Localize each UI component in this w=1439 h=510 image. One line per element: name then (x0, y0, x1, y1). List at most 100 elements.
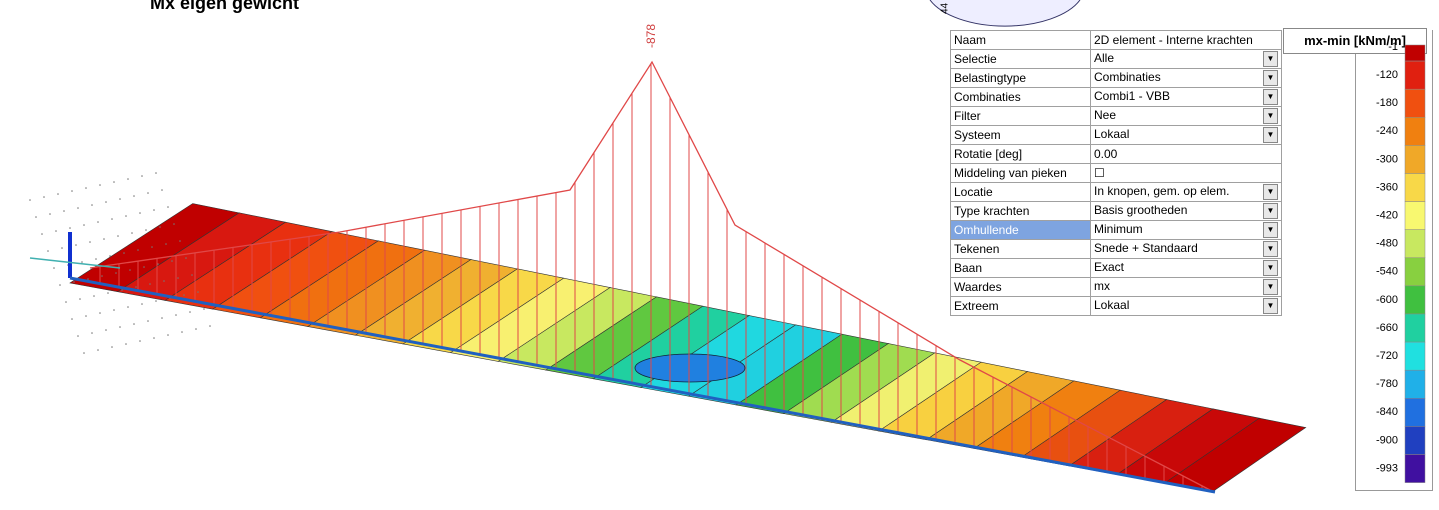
grid-dot (59, 284, 61, 286)
view-title: Mx eigen gewicht (150, 0, 299, 13)
property-row[interactable]: Combinaties▼Combi1 - VBB (951, 88, 1282, 107)
grid-dot (181, 331, 183, 333)
grid-dot (137, 249, 139, 251)
property-row[interactable]: Systeem▼Lokaal (951, 126, 1282, 145)
property-value[interactable]: ▼ In knopen, gem. op elem. (1091, 183, 1282, 202)
property-row[interactable]: Locatie▼In knopen, gem. op elem. (951, 183, 1282, 202)
dropdown-button[interactable]: ▼ (1263, 260, 1278, 276)
grid-dot (163, 280, 165, 282)
property-value[interactable]: ☐ (1091, 164, 1282, 183)
grid-dot (83, 352, 85, 354)
grid-dot (197, 291, 199, 293)
cell-text: Type krachten (954, 204, 1029, 218)
property-value[interactable]: ▼Basis grootheden (1091, 202, 1282, 221)
dropdown-button[interactable]: ▼ (1263, 51, 1278, 67)
dropdown-button[interactable]: ▼ (1263, 241, 1278, 257)
cell-text: 0.00 (1094, 147, 1117, 161)
grid-dot (109, 255, 111, 257)
grid-dot (167, 206, 169, 208)
legend-box (1355, 30, 1433, 491)
property-value[interactable]: 2D element - Interne krachten (1091, 31, 1282, 50)
property-value[interactable]: ▼Combinaties (1091, 69, 1282, 88)
grid-dot (125, 343, 127, 345)
grid-dot (171, 260, 173, 262)
dropdown-button[interactable]: ▼ (1263, 222, 1278, 238)
grid-dot (139, 340, 141, 342)
property-row[interactable]: Filter▼Nee (951, 107, 1282, 126)
property-row[interactable]: Omhullende▼Minimum (951, 221, 1282, 240)
dropdown-button[interactable]: ▼ (1263, 298, 1278, 314)
grid-dot (57, 193, 59, 195)
cell-text: Minimum (1094, 222, 1143, 236)
property-row[interactable]: Selectie▼Alle (951, 50, 1282, 69)
property-value[interactable]: ▼Alle (1091, 50, 1282, 69)
grid-dot (127, 178, 129, 180)
grid-dot (129, 269, 131, 271)
property-row[interactable]: Belastingtype▼Combinaties (951, 69, 1282, 88)
grid-dot (73, 281, 75, 283)
grid-dot (93, 295, 95, 297)
property-value[interactable]: 0.00 (1091, 145, 1282, 164)
cell-text: Rotatie [deg] (954, 147, 1022, 161)
dropdown-button[interactable]: ▼ (1263, 108, 1278, 124)
grid-dot (55, 230, 57, 232)
cell-text: In knopen, gem. op elem. (1094, 184, 1229, 198)
checkbox[interactable]: ☐ (1094, 166, 1105, 180)
grid-dot (155, 300, 157, 302)
legend-title: mx-min [kNm/m] (1283, 28, 1427, 54)
grid-dot (179, 240, 181, 242)
dropdown-button[interactable]: ▼ (1263, 70, 1278, 86)
cell-text: Snede + Standaard (1094, 241, 1198, 255)
grid-dot (177, 277, 179, 279)
grid-dot (53, 267, 55, 269)
grid-dot (85, 315, 87, 317)
dropdown-button[interactable]: ▼ (1263, 184, 1278, 200)
grid-dot (159, 226, 161, 228)
property-row[interactable]: Extreem ▼Lokaal (951, 297, 1282, 316)
cell-text: Lokaal (1094, 127, 1129, 141)
dropdown-button[interactable]: ▼ (1263, 279, 1278, 295)
cell-text: Middeling van pieken (954, 166, 1067, 180)
grid-dot (103, 238, 105, 240)
grid-dot (99, 312, 101, 314)
property-value[interactable]: ▼mx (1091, 278, 1282, 297)
property-row[interactable]: Tekenen▼Snede + Standaard (951, 240, 1282, 259)
grid-dot (113, 309, 115, 311)
property-value[interactable]: ▼Nee (1091, 107, 1282, 126)
property-value[interactable]: ▼ Snede + Standaard (1091, 240, 1282, 259)
cell-text: Waardes (954, 280, 1002, 294)
grid-dot (165, 243, 167, 245)
property-value[interactable]: ▼Lokaal (1091, 297, 1282, 316)
grid-dot (91, 332, 93, 334)
property-row[interactable]: Baan ▼Exact (951, 259, 1282, 278)
grid-dot (183, 294, 185, 296)
property-value[interactable]: ▼ Lokaal (1091, 126, 1282, 145)
property-value[interactable]: ▼ Minimum (1091, 221, 1282, 240)
grid-dot (105, 201, 107, 203)
dropdown-button[interactable]: ▼ (1263, 127, 1278, 143)
grid-dot (111, 218, 113, 220)
property-row[interactable]: Type krachten ▼Basis grootheden (951, 202, 1282, 221)
grid-dot (153, 337, 155, 339)
property-value[interactable]: ▼Exact (1091, 259, 1282, 278)
grid-dot (71, 190, 73, 192)
property-row[interactable]: Waardes ▼mx (951, 278, 1282, 297)
cell-text: Baan (954, 261, 982, 275)
grid-dot (189, 311, 191, 313)
grid-dot (167, 334, 169, 336)
grid-dot (203, 308, 205, 310)
property-value[interactable]: ▼Combi1 - VBB (1091, 88, 1282, 107)
property-row[interactable]: Rotatie [deg] 0.00 (951, 145, 1282, 164)
dropdown-button[interactable]: ▼ (1263, 89, 1278, 105)
dropdown-button[interactable]: ▼ (1263, 203, 1278, 219)
cell-text: Extreem (954, 299, 999, 313)
property-name: Rotatie [deg] (951, 145, 1091, 164)
grid-dot (123, 252, 125, 254)
grid-dot (143, 266, 145, 268)
screen: Mx eigen gewicht 44 -878 Naam2D element … (0, 0, 1439, 510)
grid-dot (77, 335, 79, 337)
property-row[interactable]: Middeling van pieken ☐ (951, 164, 1282, 183)
grid-dot (113, 181, 115, 183)
